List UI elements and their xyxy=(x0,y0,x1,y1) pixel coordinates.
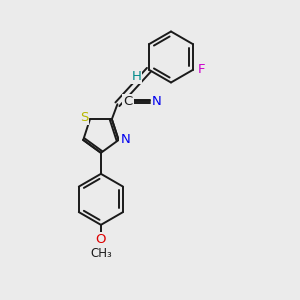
Text: H: H xyxy=(131,70,141,83)
Text: S: S xyxy=(80,111,88,124)
Text: O: O xyxy=(96,233,106,246)
Text: F: F xyxy=(197,63,205,76)
Text: CH₃: CH₃ xyxy=(90,247,112,260)
Text: N: N xyxy=(120,134,130,146)
Text: C: C xyxy=(123,95,133,108)
Text: N: N xyxy=(152,95,162,108)
